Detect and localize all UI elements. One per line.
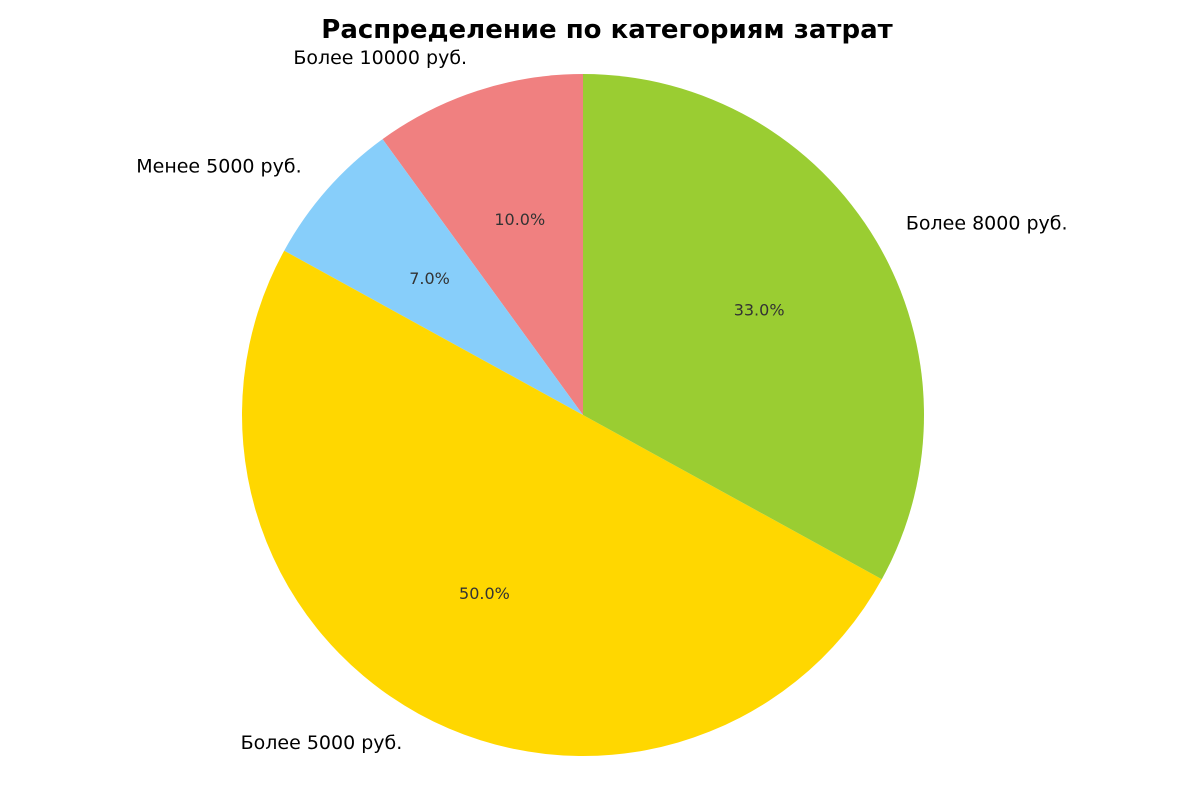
pie-slice — [284, 139, 583, 416]
pie-slice — [382, 74, 583, 415]
pie-slice — [583, 74, 924, 580]
slice-label: Менее 5000 руб. — [136, 155, 301, 177]
slice-percent-label: 33.0% — [734, 300, 785, 319]
pie-labels: Более 10000 руб. 10.0% Менее 5000 руб. 7.0%… — [136, 47, 1067, 754]
chart-title: Распределение по категориям затрат — [321, 15, 892, 45]
slice-percent-label: 10.0% — [494, 210, 545, 229]
pie-slice — [242, 250, 882, 757]
slice-label: Более 10000 руб. — [293, 47, 467, 69]
slice-percent-label: 7.0% — [409, 269, 450, 288]
slice-label: Более 5000 руб. — [241, 732, 403, 754]
slice-percent-label: 50.0% — [459, 584, 510, 603]
pie-slices — [242, 74, 924, 757]
slice-label: Более 8000 руб. — [906, 213, 1068, 235]
